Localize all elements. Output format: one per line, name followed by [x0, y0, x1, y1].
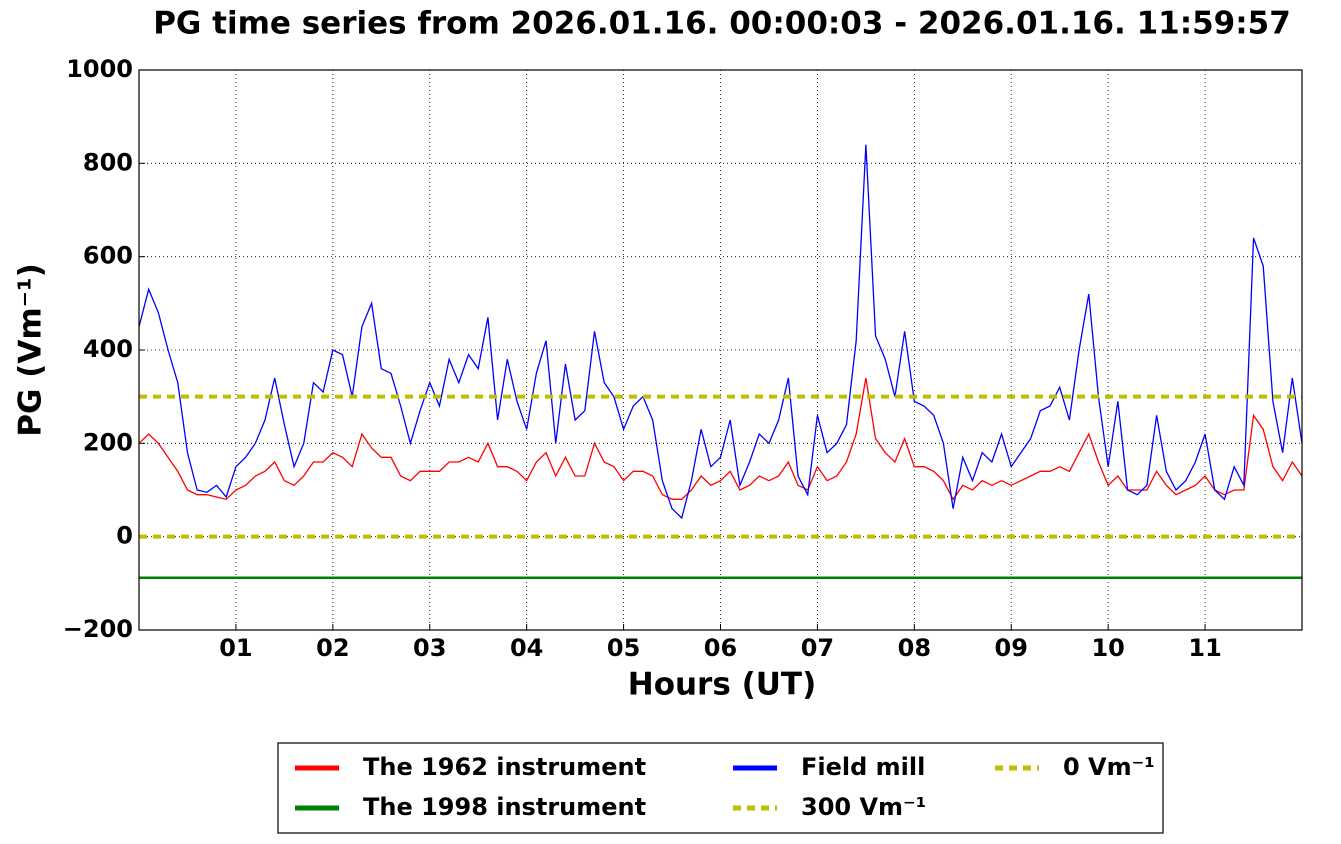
- x-axis-label: Hours (UT): [628, 667, 817, 703]
- series-line: [138, 144, 1303, 520]
- x-tick-label: 11: [1188, 634, 1221, 662]
- x-tick-label: 03: [413, 634, 446, 662]
- x-tick-label: 10: [1091, 634, 1124, 662]
- legend-label: 300 Vm⁻¹: [801, 793, 926, 821]
- y-tick-label: 0: [116, 522, 133, 550]
- chart-title: PG time series from 2026.01.16. 00:00:03…: [153, 6, 1291, 42]
- y-tick-label: 1000: [66, 55, 133, 83]
- legend-box: [277, 742, 1164, 834]
- x-tick-label: 01: [219, 634, 252, 662]
- x-tick-label: 04: [510, 634, 543, 662]
- x-tick-label: 07: [801, 634, 834, 662]
- x-tick-label: 08: [898, 634, 931, 662]
- x-tick-label: 06: [704, 634, 737, 662]
- y-axis-label: PG (Vm⁻¹): [13, 263, 49, 437]
- legend-label: 0 Vm⁻¹: [1063, 753, 1155, 781]
- y-tick-label: 600: [83, 242, 133, 270]
- x-tick-label: 05: [607, 634, 640, 662]
- legend-label: The 1998 instrument: [363, 793, 646, 821]
- x-tick-label: 09: [995, 634, 1028, 662]
- series-line: [138, 377, 1303, 501]
- legend-label: Field mill: [801, 753, 925, 781]
- plot-frame: [138, 69, 1303, 631]
- x-tick-label: 02: [316, 634, 349, 662]
- legend-label: The 1962 instrument: [363, 753, 646, 781]
- y-tick-label: 400: [83, 335, 133, 363]
- y-tick-label: 200: [83, 428, 133, 456]
- y-tick-label: −200: [63, 615, 133, 643]
- y-tick-label: 800: [83, 148, 133, 176]
